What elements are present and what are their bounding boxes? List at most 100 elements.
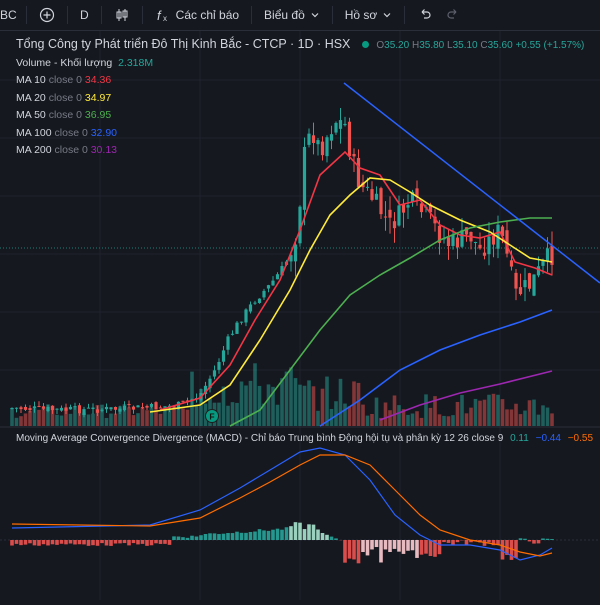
volume-bar (69, 414, 73, 426)
volume-bar (375, 398, 379, 426)
macd-histogram-bar (298, 523, 302, 540)
candle-body (55, 409, 58, 410)
redo-button[interactable] (439, 3, 467, 27)
candle-body (366, 187, 369, 188)
macd-line-value: −0.44 (536, 433, 561, 444)
macd-histogram-bar (519, 538, 523, 540)
ma-legend-row[interactable]: MA 10 close 0 34.36 (16, 72, 584, 90)
volume-bar (537, 415, 541, 426)
chart-legend: Tổng Công ty Phát triển Đô Thị Kinh Bắc … (16, 36, 584, 160)
volume-bar (415, 411, 419, 426)
volume-bar (150, 407, 154, 426)
ma-legend-row[interactable]: MA 50 close 0 36.95 (16, 107, 584, 125)
macd-histogram-bar (24, 540, 28, 545)
ma-legend-row[interactable]: MA 20 close 0 34.97 (16, 90, 584, 108)
candle-body (375, 194, 378, 200)
volume-bar (451, 415, 455, 426)
macd-histogram-bar (370, 540, 374, 549)
macd-histogram-bar (51, 540, 55, 544)
candle-body (483, 253, 486, 256)
macd-histogram-bar (271, 530, 275, 540)
macd-histogram-bar (253, 532, 257, 540)
candle-body (370, 189, 373, 200)
volume-bar (442, 416, 446, 426)
candle-body (244, 309, 247, 322)
candle-body (78, 405, 81, 413)
volume-bar (492, 394, 496, 426)
symbol-title[interactable]: Tổng Công ty Phát triển Đô Thị Kinh Bắc … (16, 37, 350, 51)
volume-bar (370, 414, 374, 426)
undo-button[interactable] (411, 3, 439, 27)
macd-histogram-bar (168, 540, 172, 545)
macd-histogram-bar (60, 540, 64, 544)
candle-body (114, 407, 117, 410)
event-marker[interactable]: F (206, 410, 219, 423)
legend-volume-row[interactable]: Volume - Khối lượng 2.318M (16, 55, 584, 73)
volume-bar (519, 414, 523, 426)
volume-bar (397, 405, 401, 426)
macd-histogram-bar (258, 529, 262, 540)
volume-bar (37, 410, 41, 426)
svg-text:x: x (163, 14, 167, 23)
candle-style-button[interactable] (108, 3, 136, 27)
candle-body (456, 238, 459, 248)
volume-bar (546, 408, 550, 426)
ma-legend-row[interactable]: MA 200 close 0 30.13 (16, 142, 584, 160)
volume-bar (366, 416, 370, 426)
profile-button[interactable]: Hồ sơ (339, 3, 399, 27)
macd-histogram-bar (514, 540, 518, 558)
macd-histogram-bar (397, 540, 401, 552)
toolbar-divider (251, 6, 252, 24)
candle-body (532, 274, 535, 295)
candle-body (384, 217, 387, 218)
macd-histogram-bar (186, 538, 190, 540)
toolbar-divider (101, 6, 102, 24)
macd-histogram-bar (33, 540, 37, 545)
candle-body (537, 266, 540, 275)
candle-body (519, 287, 522, 294)
compare-symbol-button[interactable] (33, 3, 61, 27)
candle-body (393, 221, 396, 228)
volume-bar (177, 408, 181, 426)
macd-histogram-bar (244, 533, 248, 540)
volume-bar (384, 402, 388, 426)
volume-bar (10, 408, 14, 426)
macd-histogram-bar (289, 526, 293, 540)
macd-histogram-bar (208, 533, 212, 540)
candlestick-icon (114, 7, 130, 23)
volume-bar (244, 385, 248, 426)
volume-bar (510, 409, 514, 426)
legend-title-row: Tổng Công ty Phát triển Đô Thị Kinh Bắc … (16, 36, 584, 55)
macd-histogram-bar (163, 540, 167, 544)
ma-value: 34.97 (85, 92, 111, 104)
volume-bar (541, 405, 545, 426)
symbol-search[interactable]: BC (0, 8, 20, 22)
macd-histogram-bar (366, 540, 370, 555)
interval-button[interactable]: D (74, 3, 95, 27)
macd-histogram-bar (312, 525, 316, 540)
candle-body (145, 406, 148, 408)
ma-source: close 0 (46, 109, 85, 121)
macd-histogram-bar (195, 537, 199, 540)
candle-body (28, 408, 31, 410)
candle-body (181, 401, 184, 402)
macd-histogram-bar (361, 540, 365, 552)
candle-body (271, 281, 274, 286)
macd-histogram-bar (532, 540, 536, 544)
volume-bar (145, 410, 149, 426)
volume-bar (420, 418, 424, 426)
ma-source: close 0 (46, 74, 85, 86)
ma-label: MA 100 (16, 127, 52, 139)
ma-value: 36.95 (85, 109, 111, 121)
chart-layout-button[interactable]: Biểu đồ (258, 3, 326, 27)
macd-histogram-bar (19, 540, 23, 545)
macd-histogram-bar (222, 534, 226, 540)
macd-legend[interactable]: Moving Average Convergence Divergence (M… (16, 433, 593, 444)
macd-histogram-bar (402, 540, 406, 554)
ma-legend-row[interactable]: MA 100 close 0 32.90 (16, 125, 584, 143)
volume-bar (91, 414, 95, 426)
volume-bar (429, 408, 433, 426)
candle-body (226, 336, 229, 349)
